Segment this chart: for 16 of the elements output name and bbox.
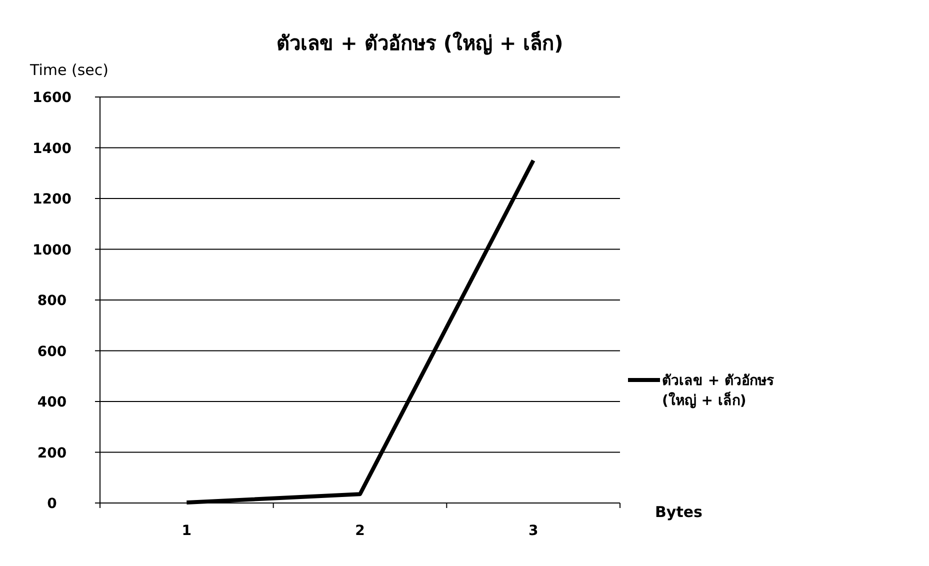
y-axis-title: Time (sec) [29, 61, 108, 79]
y-tick-label: 200 [37, 445, 67, 462]
y-tick-label: 800 [37, 293, 67, 309]
x-tick-label: 2 [355, 523, 365, 539]
chart-title: ตัวเลข + ตัวอักษร (ใหญ่ + เล็ก) [276, 30, 564, 55]
x-tick-label: 3 [528, 523, 538, 539]
legend-label: ตัวเลข + ตัวอักษร (ใหญ่ + เล็ก) [662, 373, 774, 409]
x-tick-label: 1 [182, 523, 192, 539]
x-axis-title: Bytes [655, 503, 703, 521]
y-tick-label: 0 [47, 496, 58, 512]
y-tick-label: 400 [37, 394, 67, 410]
y-tick-label: 1600 [32, 90, 72, 106]
y-tick-label: 600 [37, 344, 67, 360]
y-tick-label: 1200 [32, 192, 72, 208]
y-tick-label: 1400 [32, 140, 72, 157]
y-tick-label: 1000 [32, 242, 72, 258]
